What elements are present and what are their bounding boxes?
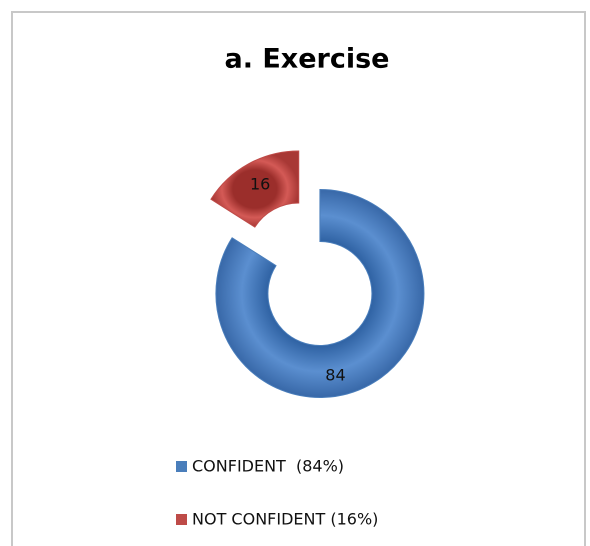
donut-segment [215,189,425,398]
legend-label: NOT CONFIDENT (16%) [192,510,378,529]
donut-segment [210,150,300,228]
chart-border [11,11,586,546]
legend-label: CONFIDENT (84%) [192,457,344,476]
legend-swatch [176,461,187,472]
data-label: 16 [250,174,270,193]
legend-swatch [176,514,187,525]
data-label: 84 [325,366,345,385]
chart-title: a. Exercise [224,44,389,75]
